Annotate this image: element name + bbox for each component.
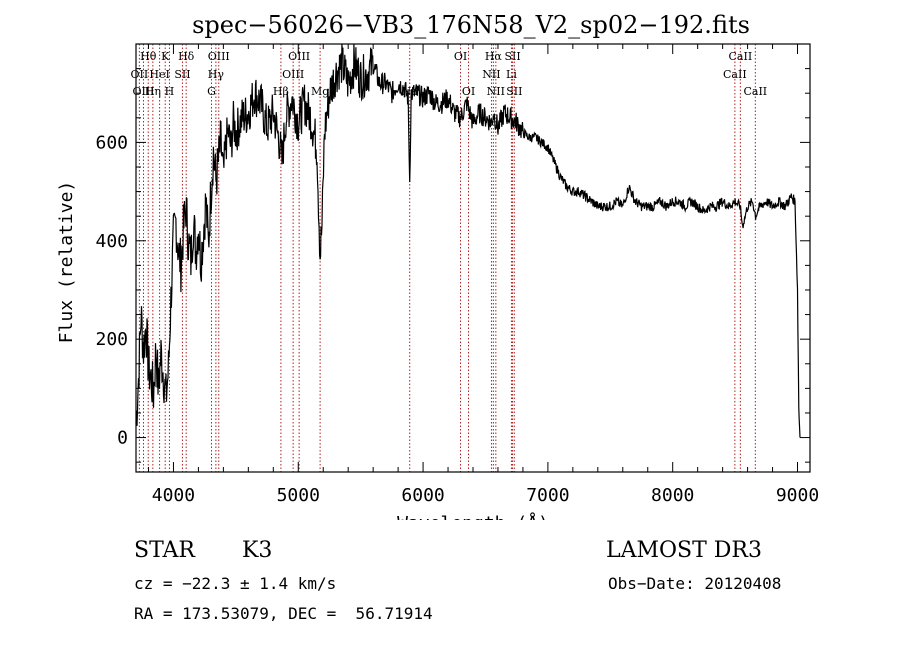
observation-date: Obs−Date: 20120408	[608, 574, 782, 593]
spectral-line-label: OII	[131, 68, 149, 81]
x-tick-label: 7000	[526, 485, 569, 506]
redshift-value: cz = −22.3 ± 1.4 km/s	[134, 574, 337, 593]
spectral-line-label: OI	[462, 85, 475, 98]
spectral-line-markers	[138, 44, 756, 472]
spectral-line-label: OIII	[132, 85, 154, 98]
coordinates: RA = 173.53079, DEC = 56.71914	[134, 604, 433, 623]
y-axis-label: Flux (relative)	[56, 181, 77, 344]
x-tick-label: 4000	[152, 485, 195, 506]
spectral-line-label: NII	[487, 85, 505, 98]
spectral-line-label: NII	[482, 68, 500, 81]
plot-frame	[135, 43, 811, 473]
y-tick-label: 200	[95, 329, 128, 350]
survey-name: LAMOST DR3	[606, 538, 762, 563]
object-subclass: K3	[242, 538, 273, 563]
spectral-line-label: OIII	[208, 50, 230, 63]
flux-series-line	[135, 43, 801, 438]
object-class: STAR	[134, 538, 195, 563]
spectral-line-label: OIII	[282, 68, 304, 81]
spectral-line-labels: Hθ OII OIII K HeI Hη Hδ SII H OIII Hγ G OIII OIII Hβ Mg…	[131, 50, 768, 98]
spectral-line-label: H	[165, 85, 175, 98]
spectral-line-label: SII	[504, 50, 520, 63]
x-tick-label: 5000	[277, 485, 320, 506]
spectral-line-label: HeI	[149, 68, 169, 81]
spectral-line-label: Li	[506, 68, 517, 81]
x-tick-label: 9000	[776, 485, 819, 506]
spectral-line-label: SII	[506, 85, 522, 98]
spectral-line-label: SII	[174, 68, 190, 81]
axis-ticks: 4000 5000 6000 7000 8000 9000 0 200 400 600	[95, 44, 819, 506]
y-tick-label: 400	[95, 231, 128, 252]
x-axis-label: Wavelength (Å)	[397, 512, 549, 520]
spectral-line-label: Hη	[145, 85, 161, 98]
x-tick-label: 8000	[651, 485, 694, 506]
spectral-line-label: Mg	[311, 85, 329, 98]
spectral-line-label: G	[207, 85, 216, 98]
spectral-line-label: Hγ	[208, 68, 225, 81]
spectral-line-label: CaII	[723, 68, 747, 81]
spectral-line-label: Hα	[485, 50, 503, 63]
chart-title: spec−56026−VB3_176N58_V2_sp02−192.fits	[192, 11, 750, 39]
spectral-line-label: CaII	[729, 50, 753, 63]
spectrum-chart: spec−56026−VB3_176N58_V2_sp02−192.fits H…	[56, 11, 819, 520]
x-tick-label: 6000	[401, 485, 444, 506]
spectral-line-label: K	[161, 50, 170, 63]
spectral-line-label: CaII	[743, 85, 767, 98]
spectral-line-label: Hδ	[178, 50, 195, 63]
y-tick-label: 0	[117, 428, 128, 449]
spectral-line-label: Hθ	[140, 50, 157, 63]
spectral-line-label: OIII	[288, 50, 310, 63]
y-tick-label: 600	[95, 132, 128, 153]
spectral-line-label: OI	[454, 50, 467, 63]
spectral-line-label: Hβ	[273, 85, 289, 98]
